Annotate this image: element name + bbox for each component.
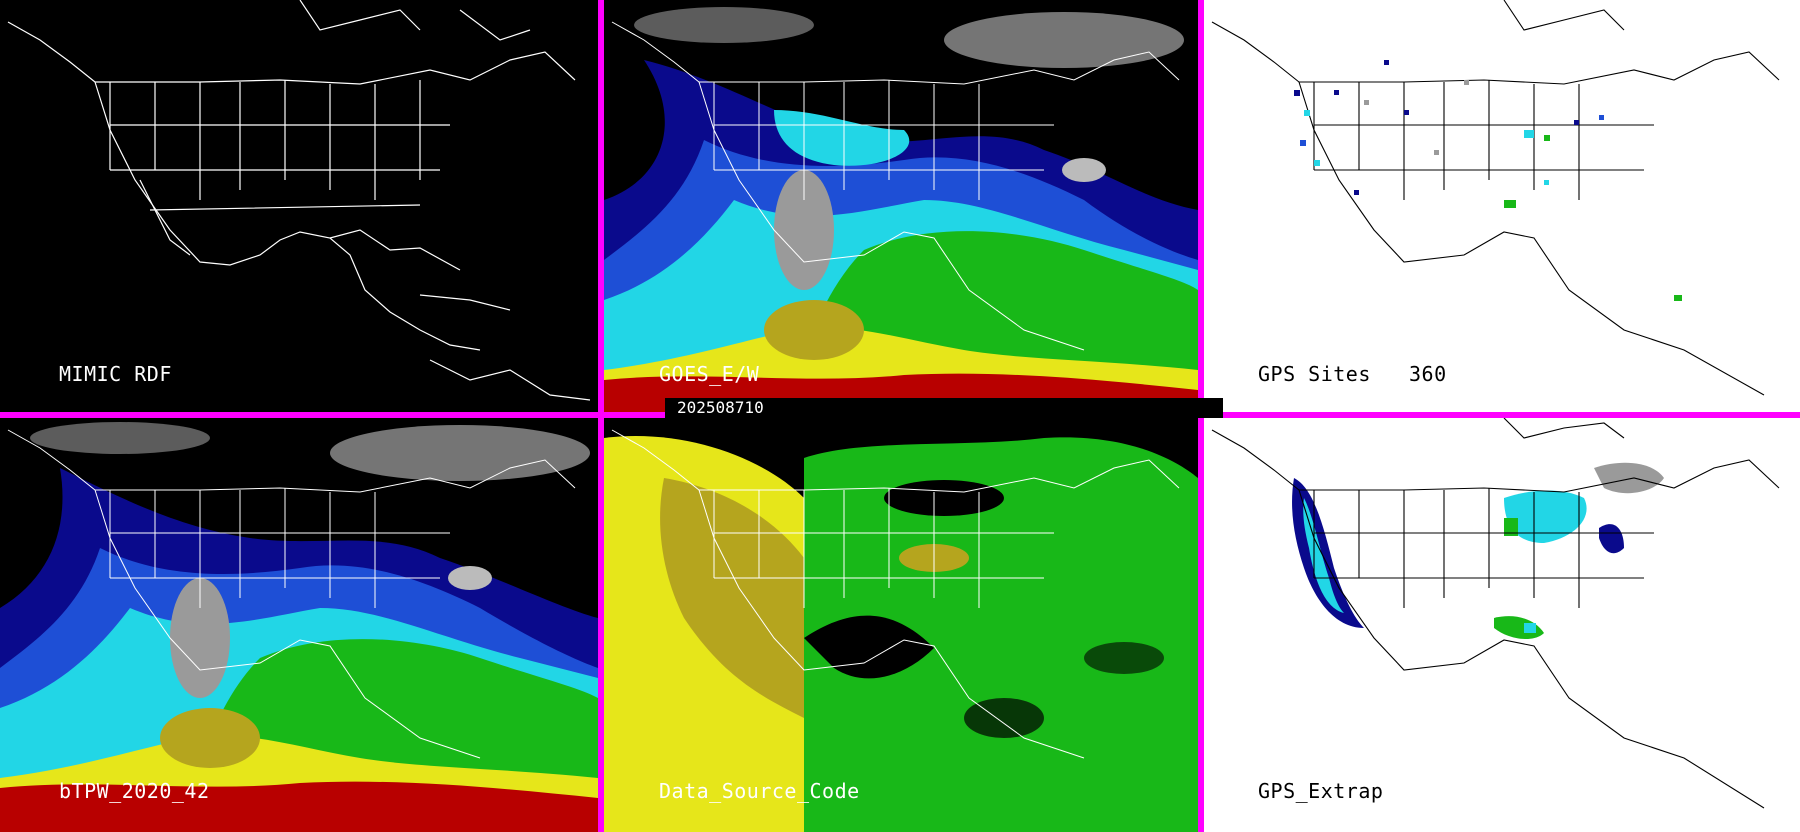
panel-btpw: bTPW_2020_42	[0, 418, 598, 832]
map-gps-sites	[1211, 0, 1780, 396]
panel-data-source-code: Data_Source_Code	[604, 418, 1198, 832]
panel-label: GPS Sites	[1258, 362, 1371, 386]
panel-label: Data_Source_Code	[659, 779, 860, 803]
map-gps-extrap	[1211, 418, 1780, 809]
map-btpw	[0, 422, 598, 832]
timestamp-bar: 202508710	[665, 398, 1223, 418]
panel-mimic-rdf: MIMIC RDF	[0, 0, 598, 412]
panel-gps-extrap: GPS_Extrap	[1204, 418, 1800, 832]
map-mimic-rdf	[7, 0, 591, 401]
panel-label: MIMIC RDF	[59, 362, 172, 386]
panel-label: GPS_Extrap	[1258, 779, 1384, 803]
panel-label: bTPW_2020_42	[59, 779, 210, 803]
panel-gps-sites: GPS Sites 360	[1204, 0, 1800, 412]
map-data-source-code	[604, 429, 1198, 832]
map-goes-ew	[604, 7, 1198, 412]
gps-site-count: 360	[1409, 362, 1447, 386]
panel-goes-ew: GOES_E/W	[604, 0, 1198, 412]
panel-label: GOES_E/W	[659, 362, 760, 386]
